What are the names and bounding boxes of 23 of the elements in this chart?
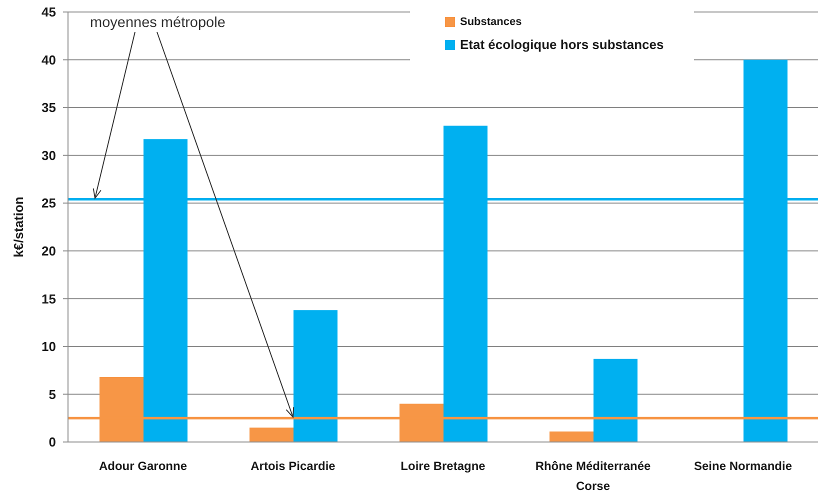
legend-label: Etat écologique hors substances bbox=[460, 37, 664, 52]
y-axis-title: k€/station bbox=[11, 196, 26, 258]
y-tick-label: 30 bbox=[42, 148, 56, 163]
y-tick-label: 5 bbox=[48, 386, 56, 402]
annotation: moyennes métropole bbox=[90, 15, 226, 31]
y-tick-label: 15 bbox=[42, 291, 56, 306]
y-tick-label: 25 bbox=[42, 196, 56, 211]
bar bbox=[250, 428, 294, 442]
bar bbox=[294, 310, 338, 442]
legend-label: Substances bbox=[460, 16, 522, 28]
y-tick-label: 35 bbox=[42, 100, 56, 116]
y-tick-label: 45 bbox=[42, 4, 56, 20]
bar bbox=[550, 431, 594, 442]
x-tick-label: Rhône Méditerranée Corse bbox=[535, 459, 652, 493]
y-tick-label: 10 bbox=[42, 339, 56, 354]
y-tick-label: 20 bbox=[42, 244, 56, 259]
y-tick-label: 40 bbox=[42, 52, 56, 68]
bar bbox=[594, 358, 638, 442]
x-tick-label: Seine Normandie bbox=[694, 459, 792, 473]
x-tick-label: Loire Bretagne bbox=[400, 459, 486, 473]
x-tick-label: Artois Picardie bbox=[250, 459, 336, 473]
x-tick-label: Adour Garonne bbox=[98, 459, 188, 473]
y-tick-label: 0 bbox=[48, 434, 56, 450]
